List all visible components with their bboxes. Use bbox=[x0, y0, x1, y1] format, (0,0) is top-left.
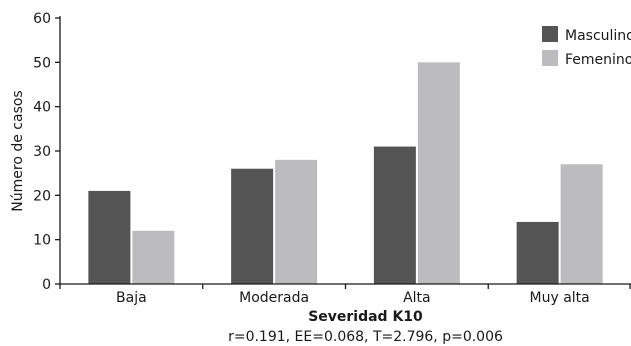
x-tick-label: Alta bbox=[403, 290, 431, 306]
bars-group bbox=[88, 62, 603, 285]
y-ticks-group: 0 10 20 30 40 50 60 bbox=[33, 11, 60, 293]
bar-masculino-alta bbox=[373, 146, 416, 284]
bar-femenino-baja bbox=[132, 230, 175, 284]
bar-femenino-moderada bbox=[275, 159, 318, 284]
y-tick-label: 20 bbox=[33, 188, 51, 204]
bar-femenino-muy-alta bbox=[560, 164, 603, 284]
bar-masculino-moderada bbox=[231, 168, 274, 284]
x-tick-label: Moderada bbox=[239, 290, 309, 306]
x-ticks-group: Baja Moderada Alta Muy alta bbox=[59, 284, 631, 306]
y-tick-label: 60 bbox=[33, 11, 51, 27]
y-tick-label: 10 bbox=[33, 233, 51, 249]
y-tick-label: 0 bbox=[42, 277, 51, 293]
stats-note: r=0.191, EE=0.068, T=2.796, p=0.006 bbox=[228, 329, 503, 345]
y-tick-label: 40 bbox=[33, 100, 51, 116]
x-axis-label: Severidad K10 bbox=[308, 309, 423, 325]
legend-label-masculino: Masculino bbox=[565, 28, 631, 44]
y-axis-label: Número de casos bbox=[10, 90, 26, 211]
y-tick-label: 30 bbox=[33, 144, 51, 160]
x-tick-label: Muy alta bbox=[530, 290, 590, 306]
bar-femenino-alta bbox=[417, 62, 460, 285]
bar-masculino-baja bbox=[88, 190, 131, 284]
legend-label-femenino: Femenino bbox=[565, 52, 631, 68]
legend: Masculino Femenino bbox=[542, 26, 631, 68]
y-tick-label: 50 bbox=[33, 55, 51, 71]
bar-masculino-muy-alta bbox=[516, 221, 559, 284]
legend-swatch-masculino bbox=[542, 26, 558, 42]
x-tick-label: Baja bbox=[116, 290, 147, 306]
legend-swatch-femenino bbox=[542, 50, 558, 66]
